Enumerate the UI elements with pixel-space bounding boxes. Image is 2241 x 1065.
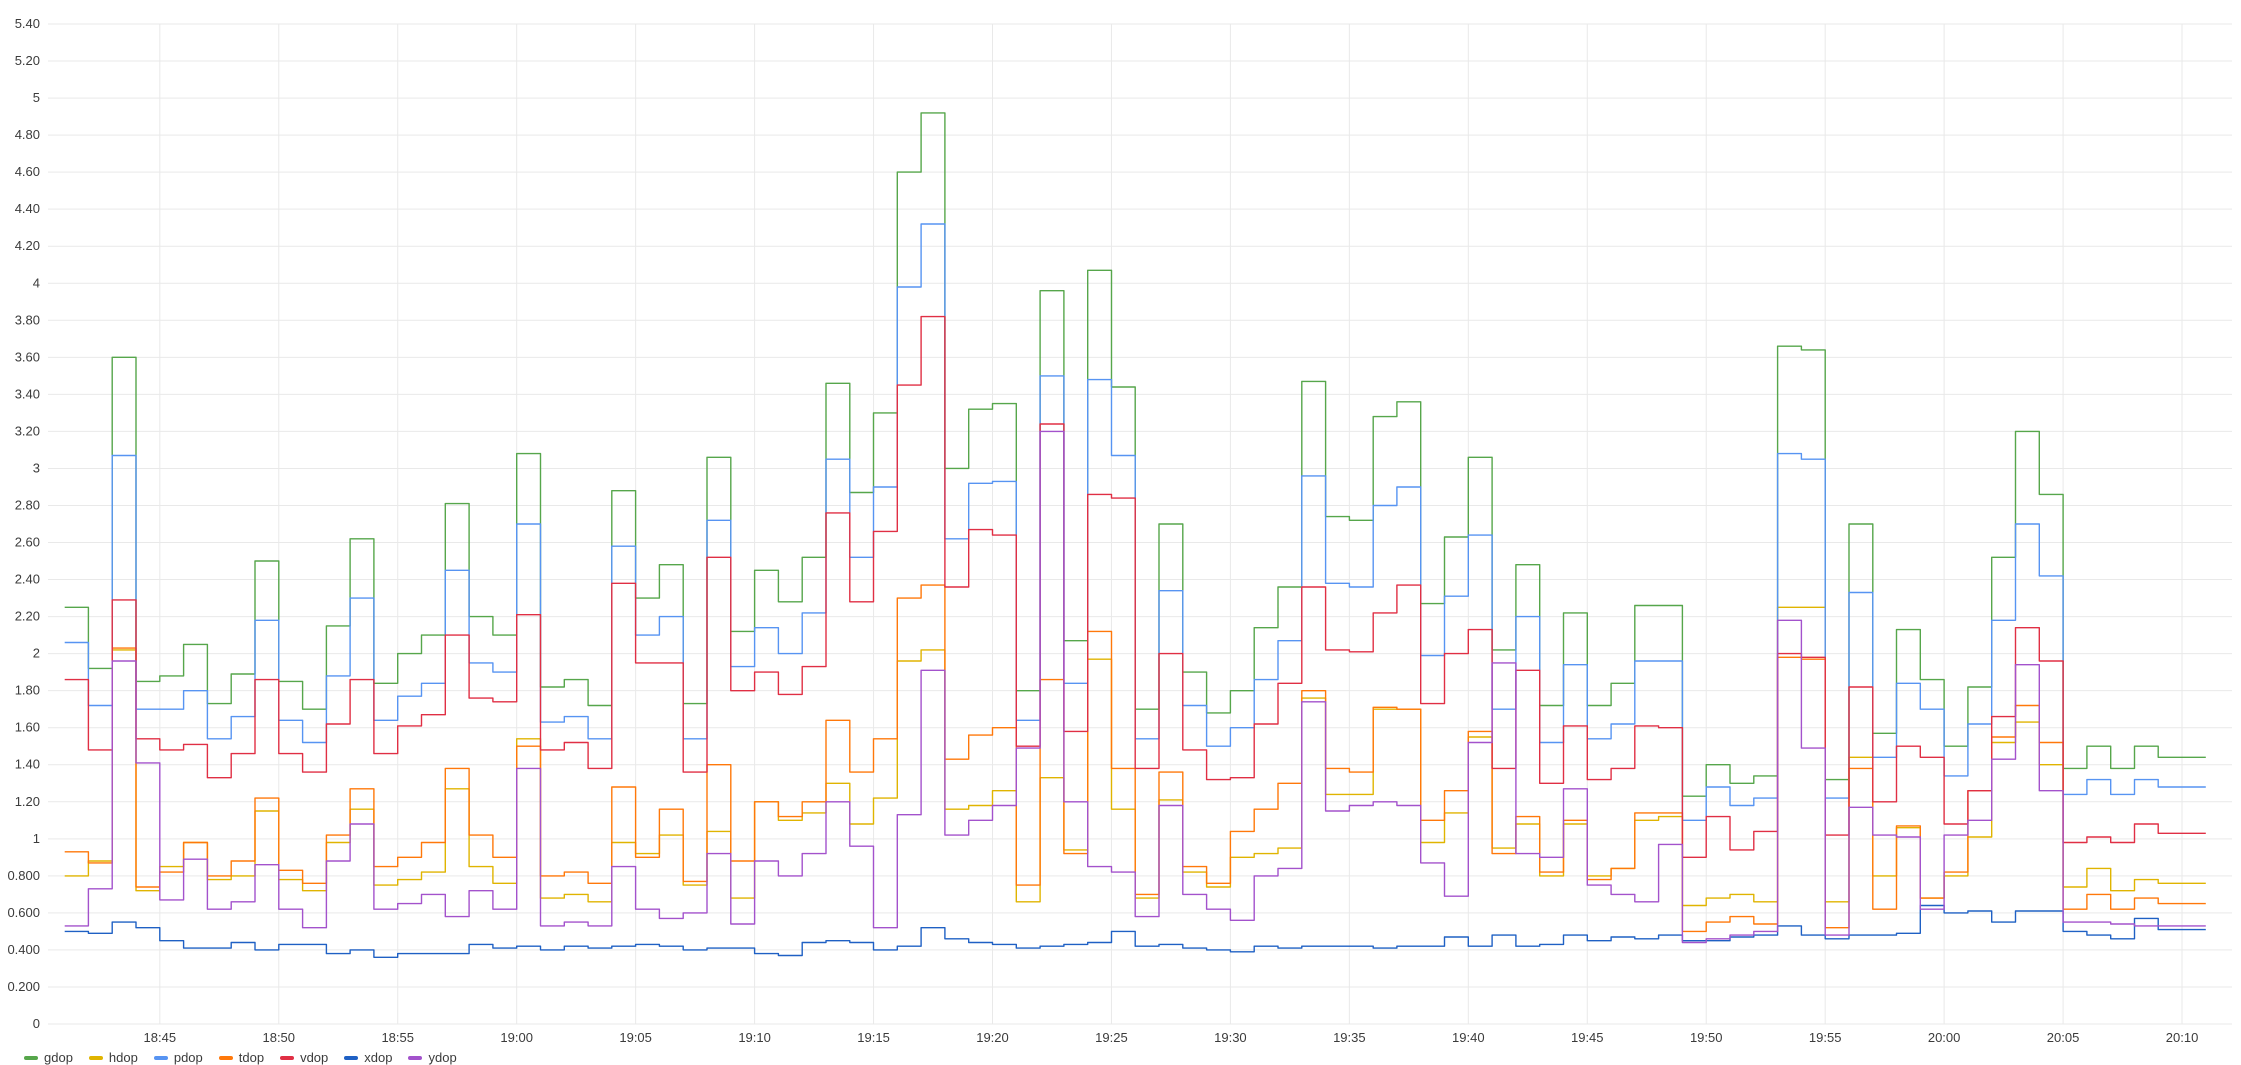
- y-tick-label: 1.80: [15, 683, 40, 698]
- y-tick-label: 3.80: [15, 312, 40, 327]
- x-tick-label: 19:20: [976, 1030, 1009, 1045]
- legend-item-hdop[interactable]: hdop: [88, 1050, 138, 1065]
- series-line-pdop: [64, 223, 2206, 821]
- legend-label: vdop: [300, 1050, 329, 1065]
- x-tick-label: 19:55: [1809, 1030, 1842, 1045]
- y-tick-label: 3: [33, 460, 40, 475]
- legend-label: hdop: [108, 1050, 138, 1065]
- y-tick-label: 2: [33, 646, 40, 661]
- legend-label: xdop: [364, 1050, 393, 1065]
- x-tick-label: 19:45: [1571, 1030, 1604, 1045]
- y-axis: 0 0.200 0.400 0.600 0.800 1 1.20 1.40 1.60 1.80 2 2…: [7, 16, 40, 1031]
- y-tick-label: 3.40: [15, 386, 40, 401]
- y-tick-label: 5: [33, 90, 40, 105]
- y-tick-label: 4.80: [15, 127, 40, 142]
- y-tick-label: 4.60: [15, 164, 40, 179]
- legend-swatch: [280, 1055, 295, 1060]
- legend-label: pdop: [173, 1050, 203, 1065]
- x-tick-label: 20:10: [2166, 1030, 2199, 1045]
- y-tick-label: 0.400: [7, 942, 40, 957]
- y-tick-label: 4: [33, 275, 40, 290]
- legend-swatch: [153, 1055, 168, 1060]
- y-tick-label: 4.20: [15, 238, 40, 253]
- x-tick-label: 20:00: [1928, 1030, 1961, 1045]
- legend-item-xdop[interactable]: xdop: [344, 1050, 392, 1065]
- y-tick-label: 2.80: [15, 497, 40, 512]
- y-tick-label: 1.40: [15, 757, 40, 772]
- y-tick-label: 3.60: [15, 349, 40, 364]
- x-tick-label: 19:00: [500, 1030, 533, 1045]
- legend-swatch: [218, 1055, 233, 1060]
- x-tick-label: 19:50: [1690, 1030, 1723, 1045]
- x-tick-label: 19:40: [1452, 1030, 1485, 1045]
- legend-item-pdop[interactable]: pdop: [153, 1050, 203, 1065]
- legend: gdop hdop pdop tdop vdop xdop ydop: [24, 1050, 457, 1065]
- legend-swatch: [344, 1055, 359, 1060]
- y-tick-label: 2.60: [15, 535, 40, 550]
- x-tick-label: 19:25: [1095, 1030, 1128, 1045]
- legend-label: tdop: [238, 1050, 265, 1065]
- x-tick-label: 19:35: [1333, 1030, 1366, 1045]
- y-tick-label: 1.60: [15, 720, 40, 735]
- y-tick-label: 1: [33, 831, 40, 846]
- legend-item-vdop[interactable]: vdop: [280, 1050, 328, 1065]
- legend-item-tdop[interactable]: tdop: [218, 1050, 265, 1065]
- series-line-ydop: [64, 430, 2206, 944]
- legend-swatch: [24, 1055, 38, 1060]
- y-tick-label: 3.20: [15, 423, 40, 438]
- y-tick-label: 0.600: [7, 905, 40, 920]
- legend-item-gdop[interactable]: gdop: [24, 1050, 73, 1065]
- legend-label: ydop: [428, 1050, 457, 1065]
- series-line-tdop: [64, 584, 2206, 933]
- y-tick-label: 0.200: [7, 979, 40, 994]
- y-tick-label: 0.800: [7, 868, 40, 883]
- y-tick-label: 4.40: [15, 201, 40, 216]
- x-axis: 18:45 18:50 18:55 19:00 19:05 19:10 19:15 19:20…: [144, 1030, 2199, 1045]
- grid: [48, 23, 2232, 1025]
- legend-item-ydop[interactable]: ydop: [408, 1050, 457, 1065]
- x-tick-label: 19:15: [857, 1030, 890, 1045]
- legend-swatch: [88, 1055, 103, 1060]
- legend-swatch: [408, 1055, 423, 1060]
- y-tick-label: 0: [33, 1016, 40, 1031]
- y-tick-label: 2.20: [15, 609, 40, 624]
- series-line-xdop: [64, 904, 2206, 958]
- series-line-vdop: [64, 315, 2206, 858]
- x-tick-label: 18:55: [381, 1030, 414, 1045]
- legend-label: gdop: [44, 1050, 73, 1065]
- y-tick-label: 5.40: [15, 16, 40, 31]
- y-tick-label: 1.20: [15, 794, 40, 809]
- x-tick-label: 18:45: [144, 1030, 177, 1045]
- x-tick-label: 19:10: [738, 1030, 771, 1045]
- y-tick-label: 5.20: [15, 53, 40, 68]
- series-layer: [64, 112, 2206, 958]
- x-tick-label: 18:50: [262, 1030, 295, 1045]
- x-tick-label: 19:05: [619, 1030, 652, 1045]
- y-tick-label: 2.40: [15, 572, 40, 587]
- series-line-gdop: [64, 112, 2206, 797]
- x-tick-label: 20:05: [2047, 1030, 2080, 1045]
- x-tick-label: 19:30: [1214, 1030, 1247, 1045]
